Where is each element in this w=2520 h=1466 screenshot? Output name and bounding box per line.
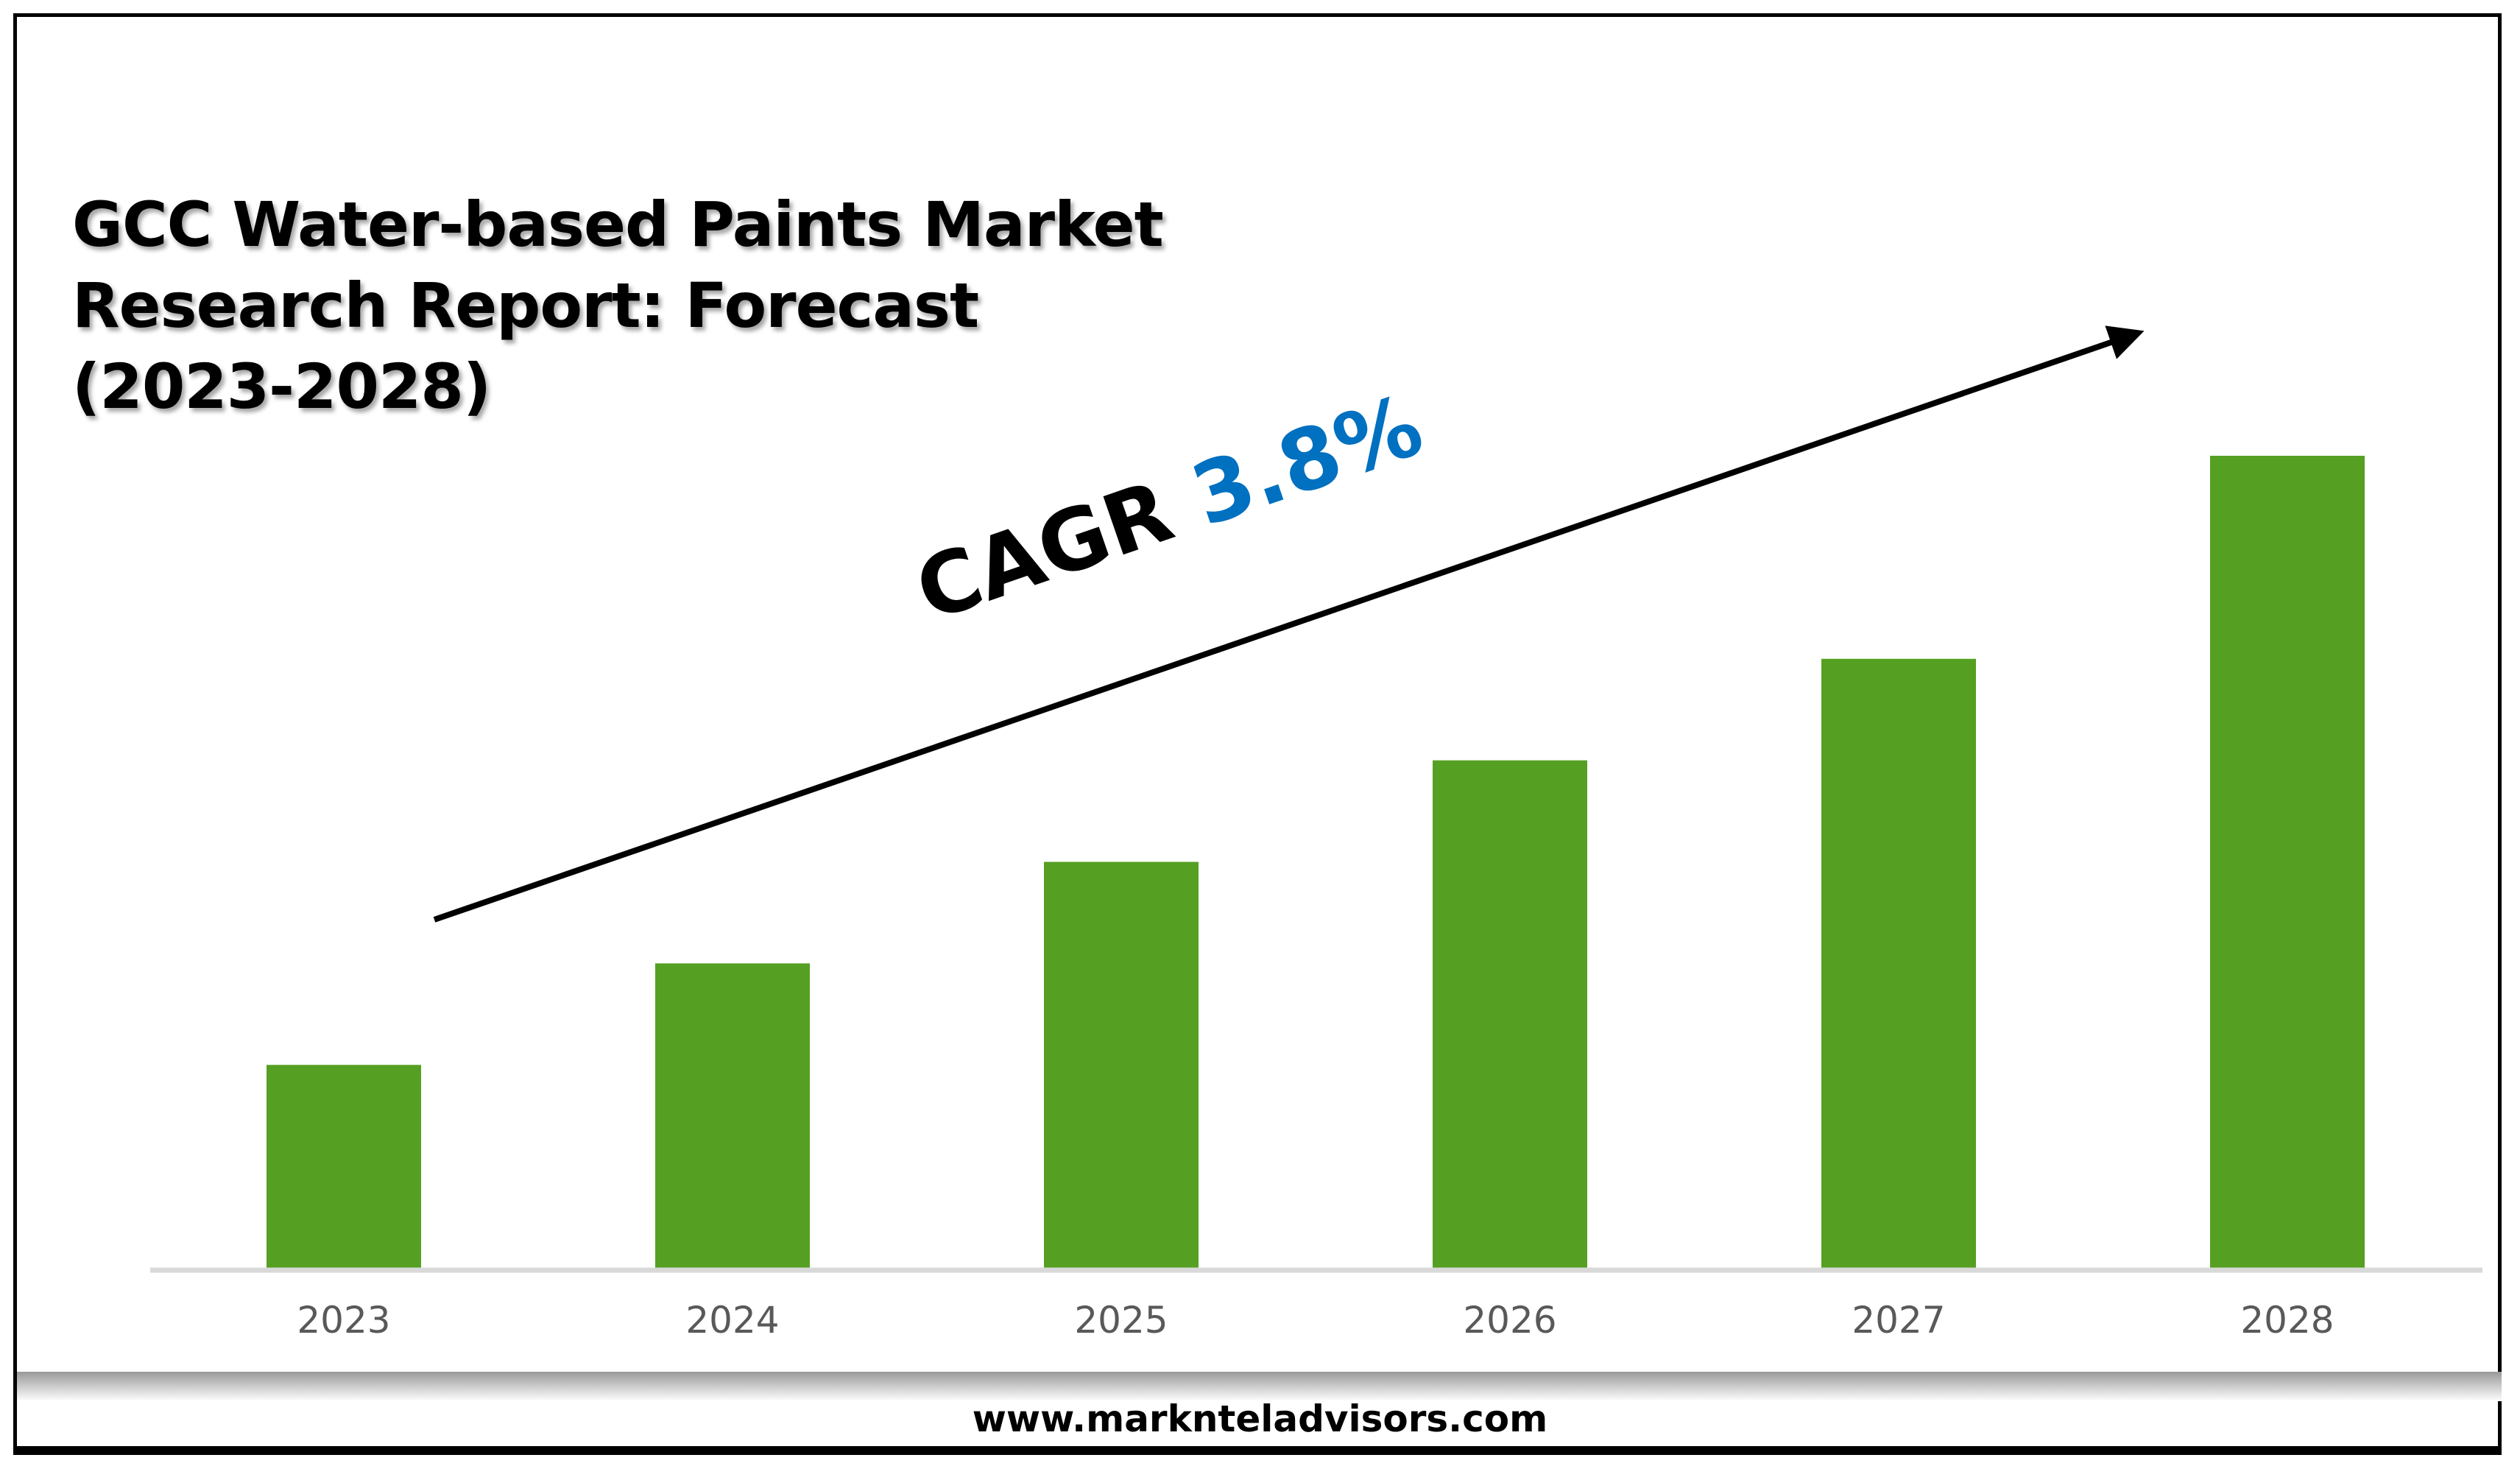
bar-2028 [2210, 456, 2365, 1268]
x-tick-label: 2028 [2240, 1299, 2334, 1342]
x-tick-label: 2026 [1463, 1299, 1556, 1342]
title-line-2: Research Report: Forecast [72, 269, 979, 342]
bar-2025 [1044, 861, 1199, 1268]
footer-divider [17, 1372, 2502, 1401]
footer-url: www.marknteladvisors.com [972, 1398, 1548, 1440]
image-frame [13, 13, 2502, 1455]
title-line-3: (2023-2028) [72, 350, 491, 423]
bar-2024 [655, 963, 810, 1268]
x-tick-label: 2023 [297, 1299, 390, 1342]
bar-2023 [267, 1065, 421, 1268]
bar-2027 [1821, 658, 1976, 1268]
x-tick-label: 2025 [1074, 1299, 1168, 1342]
title-line-1: GCC Water-based Paints Market [72, 188, 1164, 261]
x-tick-label: 2024 [685, 1299, 779, 1342]
chart-title: GCC Water-based Paints Market Research R… [72, 184, 1164, 427]
trend-arrow [433, 325, 2145, 923]
bar-2026 [1433, 760, 1587, 1268]
x-tick-label: 2027 [1852, 1299, 1945, 1342]
